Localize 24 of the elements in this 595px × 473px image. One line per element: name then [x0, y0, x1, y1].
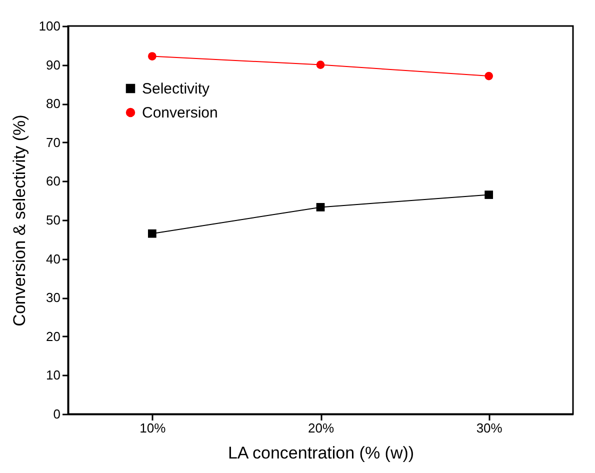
- y-tick-label: 90: [46, 57, 60, 72]
- y-tick-label: 20: [46, 328, 60, 344]
- point: [316, 203, 325, 212]
- point: [484, 190, 494, 199]
- y-tick-label: 30: [46, 290, 60, 306]
- point: [316, 60, 325, 69]
- y-tick-label: 0: [53, 406, 60, 422]
- y-axis-title: Conversion & selectivity (%): [10, 114, 29, 326]
- legend-label: Selectivity: [142, 80, 210, 98]
- y-tick-label: 80: [46, 96, 60, 112]
- y-tick-label: 10: [46, 368, 60, 383]
- y-tick-label: 50: [46, 212, 60, 228]
- y-tick-label: 100: [38, 18, 60, 34]
- y-tick-label: 70: [46, 134, 60, 150]
- x-tick-label: 20%: [308, 420, 334, 436]
- legend-label: Conversion: [142, 104, 218, 122]
- y-tick-label: 40: [46, 251, 60, 266]
- point: [484, 72, 494, 80]
- x-axis-title: LA concentration (% (w)): [228, 444, 414, 462]
- y-tick-label: 60: [46, 174, 60, 189]
- x-tick-label: 30%: [476, 420, 503, 436]
- point: [148, 229, 156, 238]
- x-tick-label: 10%: [140, 420, 166, 436]
- point: [148, 52, 156, 60]
